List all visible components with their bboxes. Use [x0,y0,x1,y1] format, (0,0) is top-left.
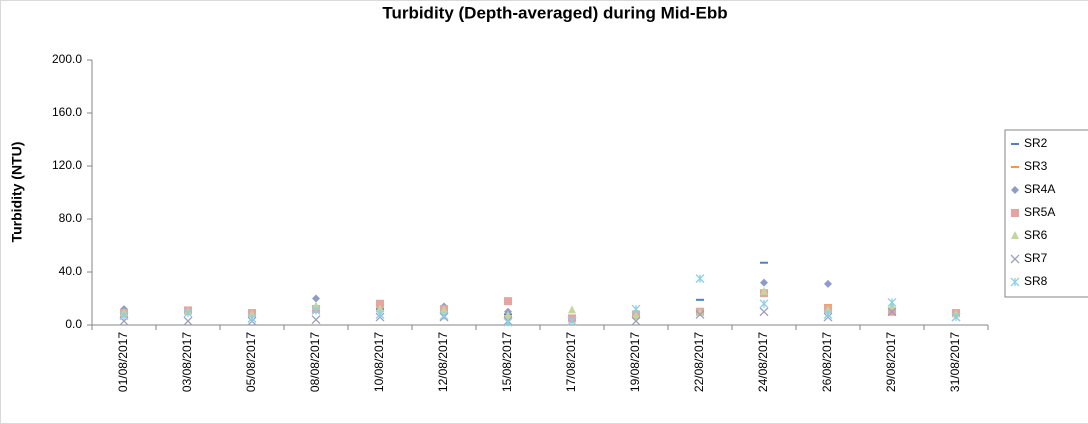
x-tick-label: 31/08/2017 [948,332,962,392]
data-point [375,309,385,319]
legend-label: SR5A [1024,205,1055,219]
data-point [568,305,576,314]
y-tick-label: 160.0 [52,105,82,119]
data-point [632,310,640,319]
x-tick-label: 12/08/2017 [436,332,450,392]
y-tick-label: 200.0 [52,52,82,66]
y-tick-label: 0.0 [65,317,82,331]
legend-label: SR8 [1024,274,1048,288]
legend-marker [1010,277,1020,287]
data-point [631,316,641,326]
x-tick-label: 26/08/2017 [820,332,834,392]
data-point [824,279,832,288]
legend-label: SR7 [1024,251,1048,265]
data-point [696,308,704,317]
data-point [312,294,320,303]
data-point [440,305,448,314]
data-point [183,308,193,318]
data-point [887,298,897,307]
data-point [631,304,641,314]
data-point [567,316,577,326]
x-tick-label: 19/08/2017 [628,332,642,392]
y-tick-label: 40.0 [59,264,83,278]
legend-marker [1011,209,1019,217]
x-tick-label: 24/08/2017 [756,332,770,392]
chart-title: Turbidity (Depth-averaged) during Mid-Eb… [382,3,727,22]
legend-label: SR4A [1024,182,1055,196]
x-tick-label: 10/08/2017 [372,332,386,392]
data-point [248,309,256,318]
x-tick-label: 05/08/2017 [244,332,258,392]
legend-label: SR6 [1024,228,1048,242]
data-point [503,317,513,327]
data-point [439,311,449,321]
data-point [312,301,320,310]
data-point [311,305,321,315]
data-point [376,304,384,313]
y-tick-label: 120.0 [52,158,82,172]
x-tick-label: 03/08/2017 [180,332,194,392]
data-point [760,286,768,295]
legend-label: SR2 [1024,136,1048,150]
data-point [760,278,768,287]
data-point [311,315,321,325]
data-point [759,299,769,309]
data-point [504,297,512,306]
data-point [376,299,384,308]
x-tick-label: 22/08/2017 [692,332,706,392]
data-point [695,274,705,284]
data-point [183,316,193,326]
data-point [824,305,832,314]
data-point [119,311,129,321]
legend-marker [1011,231,1019,239]
data-point [695,309,705,319]
x-tick-label: 08/08/2017 [308,332,322,392]
x-tick-label: 29/08/2017 [884,332,898,392]
x-tick-label: 01/08/2017 [116,332,130,392]
data-point [247,313,257,323]
y-tick-label: 80.0 [59,211,83,225]
data-point [887,307,897,317]
data-point [823,309,833,319]
data-point [951,312,961,322]
data-point [759,307,769,317]
legend-label: SR3 [1024,159,1048,173]
data-point [504,310,512,319]
legend-marker [1010,254,1020,264]
x-tick-label: 15/08/2017 [500,332,514,392]
y-axis-title: Turbidity (NTU) [9,142,25,243]
legend-marker [1011,186,1019,194]
x-tick-label: 17/08/2017 [564,332,578,392]
